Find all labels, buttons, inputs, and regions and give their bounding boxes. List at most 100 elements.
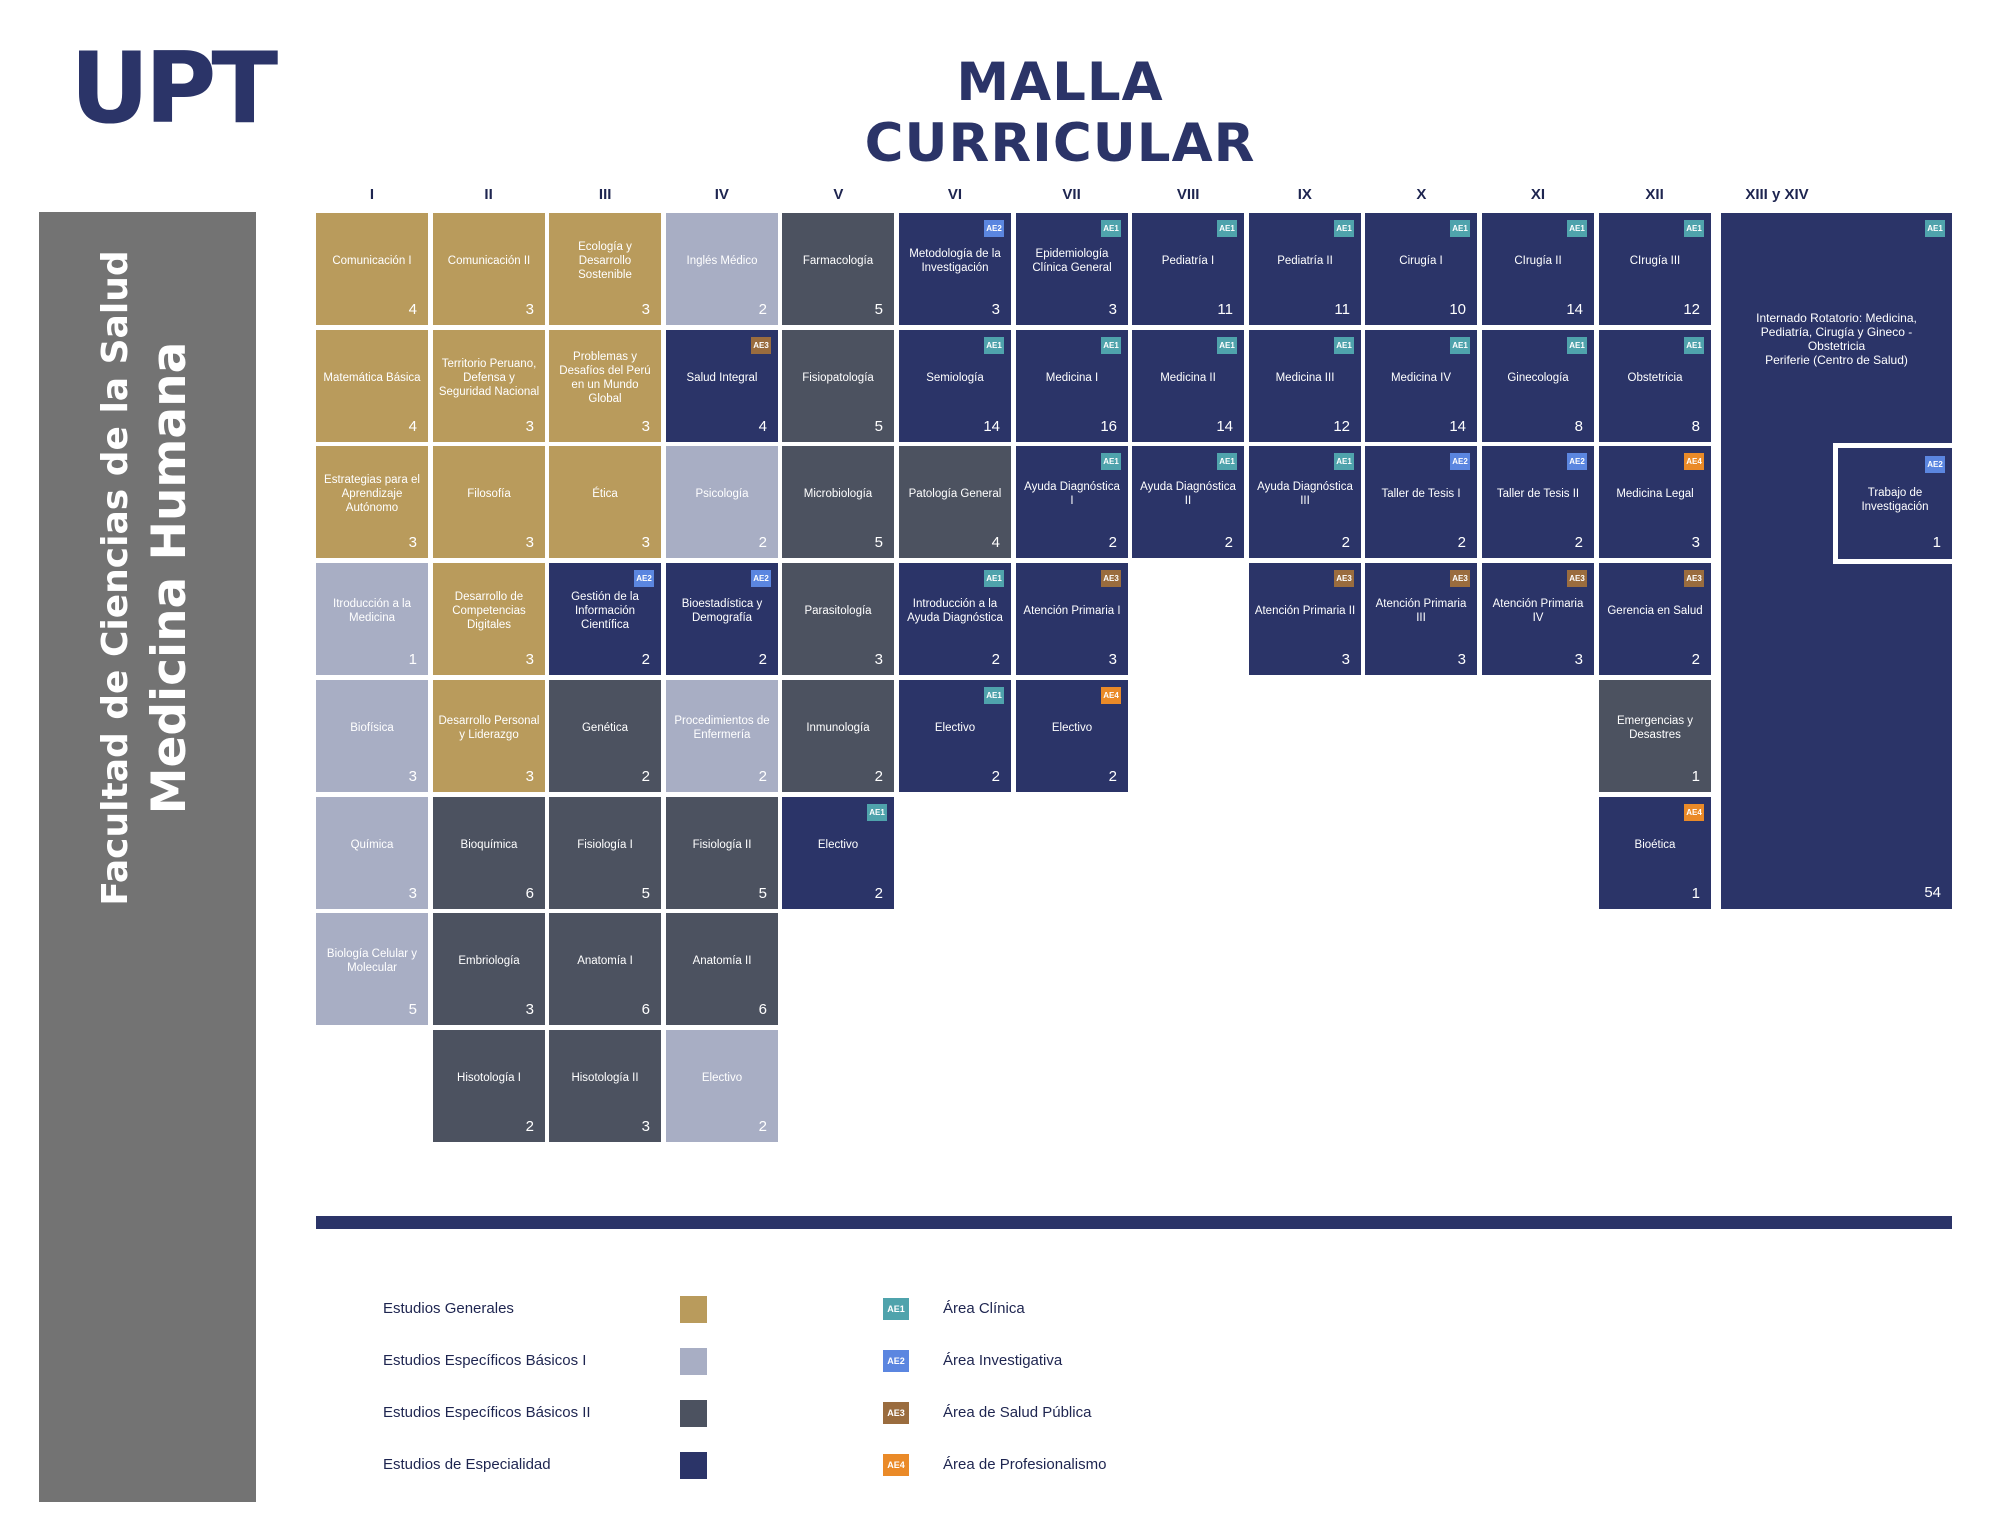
course-name: Embriología bbox=[458, 955, 520, 967]
faculty-name: Facultad de Ciencias de la Salud bbox=[95, 250, 136, 906]
course-card: Itroducción a la Medicina 1 bbox=[316, 563, 428, 675]
course-card: AE1 Introducción a la Ayuda Diagnóstica 2 bbox=[899, 563, 1011, 675]
course-card: Matemática Básica 4 bbox=[316, 330, 428, 442]
course-name: Desarrollo de Competencias Digitales bbox=[452, 591, 526, 631]
course-card: AE1 Semiología 14 bbox=[899, 330, 1011, 442]
course-name: Estrategias para el Aprendizaje Autónomo bbox=[324, 474, 420, 514]
semester-header: I bbox=[369, 186, 375, 203]
course-card: Anatomía I 6 bbox=[549, 913, 661, 1025]
area-badge: AE2 bbox=[634, 570, 654, 587]
semester-header: VIII bbox=[1176, 186, 1200, 203]
course-card: Inmunología 2 bbox=[782, 680, 894, 792]
course-credits: 3 bbox=[525, 301, 534, 318]
course-card: AE3 Atención Primaria II 3 bbox=[1249, 563, 1361, 675]
course-card: AE4 Medicina Legal 3 bbox=[1599, 446, 1711, 558]
course-credits: 3 bbox=[1457, 651, 1466, 668]
course-card: AE1 Pediatría I 11 bbox=[1132, 213, 1244, 325]
legend-area-badge: AE1 bbox=[883, 1298, 909, 1320]
course-name: Medicina IV bbox=[1390, 372, 1452, 384]
course-credits: 2 bbox=[1574, 534, 1583, 551]
course-card: Biofísica 3 bbox=[316, 680, 428, 792]
course-credits: 4 bbox=[758, 418, 767, 435]
area-badge: AE3 bbox=[1684, 570, 1704, 587]
course-name: Hisotología I bbox=[457, 1072, 521, 1084]
area-badge: AE2 bbox=[751, 570, 771, 587]
course-credits: 4 bbox=[991, 534, 1000, 551]
trabajo-investigacion-card: AE2 Trabajo de Investigación 1 bbox=[1833, 443, 1952, 564]
course-credits: 3 bbox=[1574, 651, 1583, 668]
course-card: Ética 3 bbox=[549, 446, 661, 558]
semester-header: III bbox=[598, 186, 612, 203]
area-badge: AE1 bbox=[984, 570, 1004, 587]
semester-header: VI bbox=[947, 186, 963, 203]
course-credits: 3 bbox=[874, 651, 883, 668]
legend-area-badge: AE3 bbox=[883, 1402, 909, 1424]
legend-category-label: Estudios de Especialidad bbox=[383, 1456, 551, 1473]
course-name: Procedimientos de Enfermería bbox=[674, 715, 770, 741]
course-card: Filosofía 3 bbox=[433, 446, 545, 558]
area-badge: AE1 bbox=[1101, 337, 1121, 354]
course-name: Epidemiología Clínica General bbox=[1032, 248, 1112, 274]
course-name: Parasitología bbox=[804, 605, 872, 617]
course-credits: 11 bbox=[1217, 301, 1233, 318]
course-name: Itroducción a la Medicina bbox=[333, 598, 411, 624]
course-name: Cirugía I bbox=[1399, 255, 1443, 267]
course-credits: 14 bbox=[1216, 418, 1233, 435]
course-credits: 5 bbox=[758, 885, 767, 902]
course-card: Farmacología 5 bbox=[782, 213, 894, 325]
course-card: AE4 Bioética 1 bbox=[1599, 797, 1711, 909]
legend-area-label: Área de Salud Pública bbox=[943, 1404, 1092, 1421]
course-credits: 1 bbox=[408, 651, 417, 668]
course-name: Electivo bbox=[934, 722, 976, 734]
course-credits: 3 bbox=[525, 1001, 534, 1018]
course-credits: 2 bbox=[1341, 534, 1350, 551]
course-card: AE1 CIrugía II 14 bbox=[1482, 213, 1594, 325]
course-name: Anatomía I bbox=[577, 955, 633, 967]
course-card: AE1 Ayuda Diagnóstica II 2 bbox=[1132, 446, 1244, 558]
course-card: Emergencias y Desastres 1 bbox=[1599, 680, 1711, 792]
course-name: Atención Primaria I bbox=[1023, 605, 1121, 617]
area-badge: AE1 bbox=[1925, 220, 1945, 237]
area-badge: AE1 bbox=[1334, 453, 1354, 470]
course-card: AE1 Medicina I 16 bbox=[1016, 330, 1128, 442]
course-credits: 3 bbox=[1341, 651, 1350, 668]
area-badge: AE1 bbox=[1567, 337, 1587, 354]
course-credits: 5 bbox=[874, 301, 883, 318]
course-name: CIrugía III bbox=[1629, 255, 1681, 267]
course-name: Metodología de la Investigación bbox=[909, 248, 1001, 274]
course-card: Electivo 2 bbox=[666, 1030, 778, 1142]
area-badge: AE1 bbox=[1101, 453, 1121, 470]
course-name: Medicina III bbox=[1275, 372, 1335, 384]
course-name: Ayuda Diagnóstica I bbox=[1024, 481, 1120, 507]
course-name: Medicina II bbox=[1160, 372, 1216, 384]
course-name: CIrugía II bbox=[1514, 255, 1562, 267]
internado-name: Internado Rotatorio: Medicina, Pediatría… bbox=[1731, 311, 1942, 367]
course-credits: 2 bbox=[641, 768, 650, 785]
course-card: AE1 Electivo 2 bbox=[782, 797, 894, 909]
course-name: Microbiología bbox=[803, 488, 873, 500]
internado-credits: 54 bbox=[1924, 884, 1941, 901]
course-credits: 3 bbox=[525, 768, 534, 785]
course-credits: 3 bbox=[641, 301, 650, 318]
area-badge: AE1 bbox=[1334, 337, 1354, 354]
area-badge: AE1 bbox=[1217, 220, 1237, 237]
course-name: Salud Integral bbox=[686, 372, 758, 384]
course-credits: 3 bbox=[641, 534, 650, 551]
course-card: AE1 Epidemiología Clínica General 3 bbox=[1016, 213, 1128, 325]
legend-swatch bbox=[680, 1348, 707, 1375]
course-credits: 4 bbox=[408, 301, 417, 318]
course-card: AE1 Ayuda Diagnóstica I 2 bbox=[1016, 446, 1128, 558]
course-credits: 8 bbox=[1574, 418, 1583, 435]
course-name: Ginecología bbox=[1507, 372, 1569, 384]
course-card: Ecología y Desarrollo Sostenible 3 bbox=[549, 213, 661, 325]
course-credits: 3 bbox=[1108, 301, 1117, 318]
course-card: AE2 Taller de Tesis II 2 bbox=[1482, 446, 1594, 558]
course-credits: 11 bbox=[1334, 301, 1350, 318]
area-badge: AE2 bbox=[1567, 453, 1587, 470]
course-name: Pediatría I bbox=[1161, 255, 1215, 267]
course-credits: 6 bbox=[525, 885, 534, 902]
page-title: MALLA CURRICULAR bbox=[864, 52, 1256, 174]
course-credits: 2 bbox=[758, 651, 767, 668]
semester-header: XI bbox=[1530, 186, 1546, 203]
course-card: AE2 Bioestadística y Demografía 2 bbox=[666, 563, 778, 675]
